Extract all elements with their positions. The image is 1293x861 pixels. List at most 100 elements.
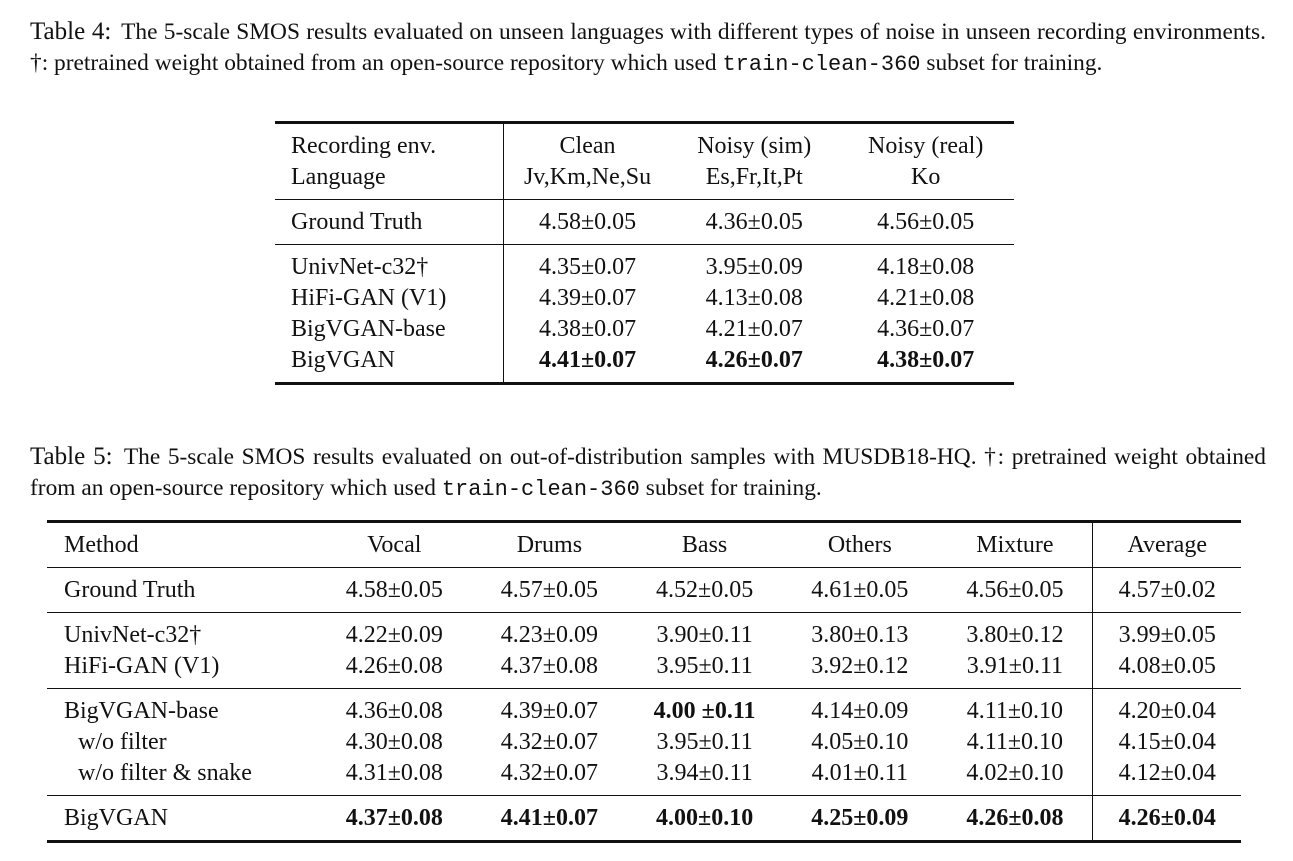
table-cell: 4.01±0.11: [782, 758, 938, 796]
table-row: BigVGAN 4.41±0.07 4.26±0.07 4.38±0.07: [275, 345, 1014, 384]
table-cell: 3.91±0.11: [937, 651, 1094, 689]
table-cell: 4.58±0.05: [503, 199, 672, 245]
table5-caption-end: subset for training.: [645, 475, 822, 501]
table4-caption-code: train-clean-360: [722, 52, 921, 77]
table5-header-row: Method Vocal Drums Bass Others Mixture A…: [47, 521, 1241, 568]
table5-header-cell: Drums: [471, 521, 627, 568]
table-cell: BigVGAN: [275, 345, 504, 384]
table5-header-cell: Bass: [626, 521, 783, 568]
table-cell-bold: 4.37±0.08: [345, 805, 443, 831]
table4-caption-text: The 5-scale SMOS results evaluated on un…: [30, 19, 1266, 76]
table-cell: 4.05±0.10: [811, 729, 909, 755]
table-cell: Ground Truth: [47, 567, 317, 613]
table-row: BigVGAN 4.37±0.08 4.41±0.07 4.00±0.10 4.…: [47, 795, 1241, 842]
table-cell: 4.22±0.09: [345, 622, 443, 648]
table4-header-row: Recording env. Clean Noisy (sim) Noisy (…: [275, 122, 1014, 162]
table-cell: Ground Truth: [275, 199, 504, 245]
table-cell: 4.39±0.07: [500, 698, 598, 724]
table-cell: 4.11±0.10: [937, 727, 1094, 758]
table5-header-cell: Others: [782, 521, 938, 568]
table4-label: Table 4:: [30, 18, 112, 45]
table-cell: 4.39±0.07: [538, 285, 637, 311]
table5-ground-truth-row: Ground Truth 4.58±0.05 4.57±0.05 4.52±0.…: [47, 567, 1241, 613]
table-cell: 3.90±0.11: [656, 622, 753, 648]
table-cell: BigVGAN-base: [275, 314, 504, 345]
table5-header-cell: Mixture: [937, 521, 1094, 568]
table5-header-cell: Method: [47, 521, 317, 568]
table4-header-cell: Jv,Km,Ne,Su: [503, 162, 672, 200]
table-cell: w/o filter & snake: [47, 758, 317, 796]
table4-header-cell: Noisy (sim): [697, 133, 812, 159]
table-cell: 4.56±0.05: [837, 199, 1014, 245]
table-cell: 4.57±0.05: [471, 567, 627, 613]
table4-ground-truth-row: Ground Truth 4.58±0.05 4.36±0.05 4.56±0.…: [275, 199, 1014, 245]
table4-caption-end: subset for training.: [926, 50, 1103, 76]
table-cell: 4.36±0.07: [877, 316, 975, 342]
table4-header-cell: Language: [275, 162, 504, 200]
table4-header-row: Language Jv,Km,Ne,Su Es,Fr,It,Pt Ko: [275, 162, 1014, 200]
table-cell-bold: 4.00±0.10: [656, 805, 754, 831]
table-cell: 4.37±0.08: [471, 651, 627, 689]
table-cell: HiFi-GAN (V1): [47, 651, 317, 689]
table-cell: 4.15±0.04: [1118, 729, 1216, 755]
table5-caption-code: train-clean-360: [441, 477, 640, 502]
table-row: w/o filter & snake 4.31±0.08 4.32±0.07 3…: [47, 758, 1241, 796]
table-row: BigVGAN-base 4.36±0.08 4.39±0.07 4.00 ±0…: [47, 688, 1241, 727]
table-cell: 4.14±0.09: [811, 698, 909, 724]
table5-caption: Table 5: The 5-scale SMOS results evalua…: [30, 441, 1266, 505]
table5-header-cell: Vocal: [316, 521, 472, 568]
table-cell: 4.61±0.05: [782, 567, 938, 613]
table-cell-bold: 4.26±0.07: [705, 347, 803, 373]
table-row: HiFi-GAN (V1) 4.39±0.07 4.13±0.08 4.21±0…: [275, 283, 1014, 314]
table-cell: 4.57±0.02: [1092, 567, 1241, 613]
table-cell-bold: 4.41±0.07: [500, 805, 598, 831]
table-cell: 3.95±0.09: [705, 254, 803, 280]
table-cell: 4.56±0.05: [937, 567, 1094, 613]
table-cell: 4.21±0.07: [705, 316, 803, 342]
table5-label: Table 5:: [30, 443, 113, 470]
table-cell: 4.30±0.08: [345, 729, 443, 755]
table5-caption-text: The 5-scale SMOS results evaluated on ou…: [30, 444, 1266, 501]
table-cell: 4.08±0.05: [1092, 651, 1241, 689]
table-row: UnivNet-c32† 4.35±0.07 3.95±0.09 4.18±0.…: [275, 244, 1014, 283]
table-cell: 4.02±0.10: [937, 758, 1094, 796]
table-cell: UnivNet-c32†: [275, 244, 504, 283]
table-cell: 4.36±0.08: [345, 698, 443, 724]
table-cell: 4.21±0.08: [877, 285, 975, 311]
table-cell: 3.94±0.11: [626, 758, 783, 796]
table-cell-bold: 4.00 ±0.11: [653, 698, 756, 724]
table-cell: 4.35±0.07: [538, 254, 637, 280]
table-cell-bold: 4.25±0.09: [811, 805, 909, 831]
table4-header-cell: Noisy (real): [868, 133, 984, 159]
table-row: HiFi-GAN (V1) 4.26±0.08 4.37±0.08 3.95±0…: [47, 651, 1241, 689]
table-cell-bold: 4.26±0.08: [937, 795, 1094, 842]
table-cell-bold: 4.26±0.04: [1118, 805, 1216, 831]
table-cell: 4.32±0.07: [471, 758, 627, 796]
table-cell: 3.95±0.11: [626, 651, 783, 689]
table-cell-bold: 4.38±0.07: [877, 347, 975, 373]
table-cell: 4.32±0.07: [500, 729, 598, 755]
table-cell: 3.99±0.05: [1118, 622, 1216, 648]
table-cell: 3.92±0.12: [782, 651, 938, 689]
table-cell: 4.36±0.05: [671, 199, 838, 245]
table-cell: 4.20±0.04: [1118, 698, 1216, 724]
table-cell: 3.80±0.12: [937, 612, 1094, 651]
table-cell: 4.23±0.09: [500, 622, 598, 648]
table-cell: 4.13±0.08: [705, 285, 803, 311]
table4-header-cell: Clean: [559, 133, 616, 159]
table-cell: 4.38±0.07: [538, 316, 637, 342]
table-cell: 4.12±0.04: [1092, 758, 1241, 796]
table-cell: BigVGAN-base: [64, 698, 219, 724]
table-cell: 4.26±0.08: [316, 651, 472, 689]
table-row: w/o filter 4.30±0.08 4.32±0.07 3.95±0.11…: [47, 727, 1241, 758]
table-cell: 4.58±0.05: [316, 567, 472, 613]
table-cell: 4.11±0.10: [937, 688, 1094, 727]
table-row: BigVGAN-base 4.38±0.07 4.21±0.07 4.36±0.…: [275, 314, 1014, 345]
table-cell: w/o filter: [78, 729, 167, 755]
table4-header-cell: Recording env.: [275, 122, 504, 162]
table-cell: 4.18±0.08: [877, 254, 975, 280]
table5-header-cell: Average: [1092, 521, 1241, 568]
table4-caption: Table 4: The 5-scale SMOS results evalua…: [30, 16, 1266, 80]
table-cell: 4.31±0.08: [316, 758, 472, 796]
table-cell: UnivNet-c32†: [64, 622, 202, 648]
